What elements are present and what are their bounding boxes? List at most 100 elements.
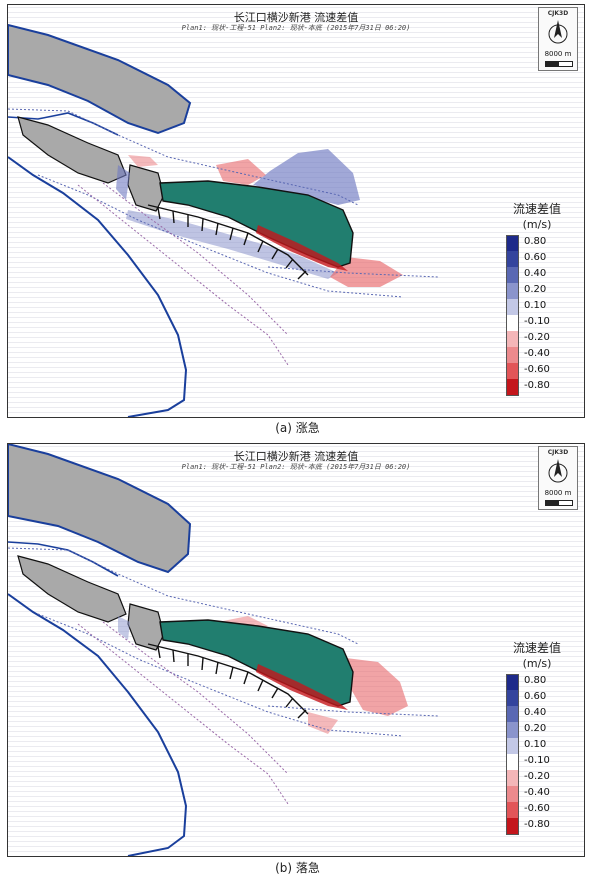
- north-arrow-icon: [548, 459, 568, 483]
- legend-item: -0.80: [502, 379, 572, 396]
- legend-label: -0.60: [524, 803, 550, 814]
- north-arrow-scale: CJK3D 8000 m: [538, 7, 578, 71]
- legend-label: -0.40: [524, 787, 550, 798]
- legend-label: 0.20: [524, 284, 547, 295]
- legend-swatch: [506, 251, 519, 267]
- legend-item: -0.20: [502, 331, 572, 347]
- map-panel-flood: 长江口横沙新港 流速差值 Plan1: 现状-工程-51 Plan2: 现状-本…: [7, 4, 585, 418]
- legend-swatch: [506, 235, 519, 252]
- legend-item: -0.40: [502, 347, 572, 363]
- legend-swatch: [506, 770, 519, 786]
- legend-item: -0.10: [502, 754, 572, 770]
- scale-label: 8000 m: [544, 489, 572, 497]
- legend-item: -0.80: [502, 818, 572, 835]
- legend-item: 0.60: [502, 251, 572, 267]
- map-panel-ebb: 长江口横沙新港 流速差值 Plan1: 现状-工程-51 Plan2: 现状-本…: [7, 443, 585, 857]
- legend-label: 0.60: [524, 252, 547, 263]
- software-brand: CJK3D: [547, 10, 569, 17]
- legend-item: 0.10: [502, 299, 572, 315]
- caption-flood: (a) 涨急: [275, 421, 320, 435]
- legend-label: -0.40: [524, 348, 550, 359]
- negative-difference-zone: [346, 658, 408, 716]
- legend-swatch: [506, 738, 519, 754]
- north-arrow-scale: CJK3D 8000 m: [538, 446, 578, 510]
- legend-item: -0.20: [502, 770, 572, 786]
- legend-item: -0.10: [502, 315, 572, 331]
- island-chongming: [8, 444, 192, 574]
- legend-item: 0.40: [502, 267, 572, 283]
- legend-title: 流速差值: [512, 641, 561, 655]
- scale-bar: [545, 500, 573, 506]
- legend-label: 0.80: [524, 236, 547, 247]
- project-reclamation-area: [159, 180, 354, 268]
- legend-label: 0.10: [524, 300, 547, 311]
- legend-swatch: [506, 818, 519, 835]
- coastline-south: [8, 156, 188, 417]
- legend-rows: 0.80 0.60 0.40 0.20 0.10 -0.10 -0.20 -0.40 -0.60…: [502, 235, 572, 396]
- legend-swatch: [506, 722, 519, 738]
- legend-label: 0.10: [524, 739, 547, 750]
- map-title: 长江口横沙新港 流速差值: [233, 450, 359, 463]
- map-subtitle: Plan1: 现状-工程-51 Plan2: 现状-本底 (2015年7月31日…: [181, 463, 411, 471]
- legend-title: 流速差值: [512, 202, 561, 216]
- legend-swatch: [506, 674, 519, 691]
- map-subtitle: Plan1: 现状-工程-51 Plan2: 现状-本底 (2015年7月31日…: [181, 24, 411, 32]
- map-title: 长江口横沙新港 流速差值: [233, 11, 359, 24]
- legend-swatch: [506, 706, 519, 722]
- legend-label: 0.40: [524, 268, 547, 279]
- legend-swatch: [506, 690, 519, 706]
- groin-structures: [147, 204, 309, 280]
- channel-dashed-lines: [8, 547, 439, 805]
- velocity-difference-map: [8, 444, 584, 856]
- legend-label: 0.40: [524, 707, 547, 718]
- legend-label: 0.20: [524, 723, 547, 734]
- scale-bar: [545, 61, 573, 67]
- legend-label: -0.20: [524, 771, 550, 782]
- legend-label: -0.80: [524, 819, 550, 830]
- legend-label: -0.60: [524, 364, 550, 375]
- legend-swatch: [506, 315, 519, 331]
- legend-item: -0.60: [502, 802, 572, 818]
- legend-label: 0.60: [524, 691, 547, 702]
- legend-item: 0.20: [502, 283, 572, 299]
- legend-unit: (m/s): [522, 657, 552, 670]
- legend-rows: 0.80 0.60 0.40 0.20 0.10 -0.10 -0.20 -0.40 -0.60…: [502, 674, 572, 835]
- legend-swatch: [506, 363, 519, 379]
- caption-ebb: (b) 落急: [275, 861, 320, 875]
- channel-dashed-lines: [8, 108, 439, 366]
- legend-label: -0.10: [524, 316, 550, 327]
- scale-label: 8000 m: [544, 50, 572, 58]
- legend-item: -0.60: [502, 363, 572, 379]
- legend-swatch: [506, 347, 519, 363]
- island-changxing: [17, 555, 127, 623]
- legend-label: 0.80: [524, 675, 547, 686]
- velocity-difference-map: [8, 5, 584, 417]
- legend-swatch: [506, 754, 519, 770]
- color-legend: 流速差值 (m/s) 0.80 0.60 0.40 0.20 0.10 -0.10 -0.2…: [502, 640, 572, 835]
- legend-swatch: [506, 802, 519, 818]
- north-arrow-icon: [548, 20, 568, 44]
- legend-swatch: [506, 379, 519, 396]
- legend-swatch: [506, 331, 519, 347]
- legend-swatch: [506, 299, 519, 315]
- legend-label: -0.20: [524, 332, 550, 343]
- island-chongming: [8, 23, 192, 135]
- legend-swatch: [506, 283, 519, 299]
- legend-label: -0.80: [524, 380, 550, 391]
- legend-item: 0.10: [502, 738, 572, 754]
- color-legend: 流速差值 (m/s) 0.80 0.60 0.40 0.20 0.10 -0.10 -0.2…: [502, 201, 572, 396]
- project-reclamation-area: [159, 619, 354, 707]
- legend-item: -0.40: [502, 786, 572, 802]
- coastline-south: [8, 593, 188, 856]
- legend-unit: (m/s): [522, 218, 552, 231]
- negative-difference-zone: [216, 159, 266, 185]
- legend-item: 0.80: [502, 674, 572, 691]
- legend-swatch: [506, 267, 519, 283]
- legend-item: 0.60: [502, 690, 572, 706]
- groin-structures: [147, 643, 309, 719]
- legend-item: 0.80: [502, 235, 572, 252]
- software-brand: CJK3D: [547, 449, 569, 456]
- legend-label: -0.10: [524, 755, 550, 766]
- legend-item: 0.40: [502, 706, 572, 722]
- legend-item: 0.20: [502, 722, 572, 738]
